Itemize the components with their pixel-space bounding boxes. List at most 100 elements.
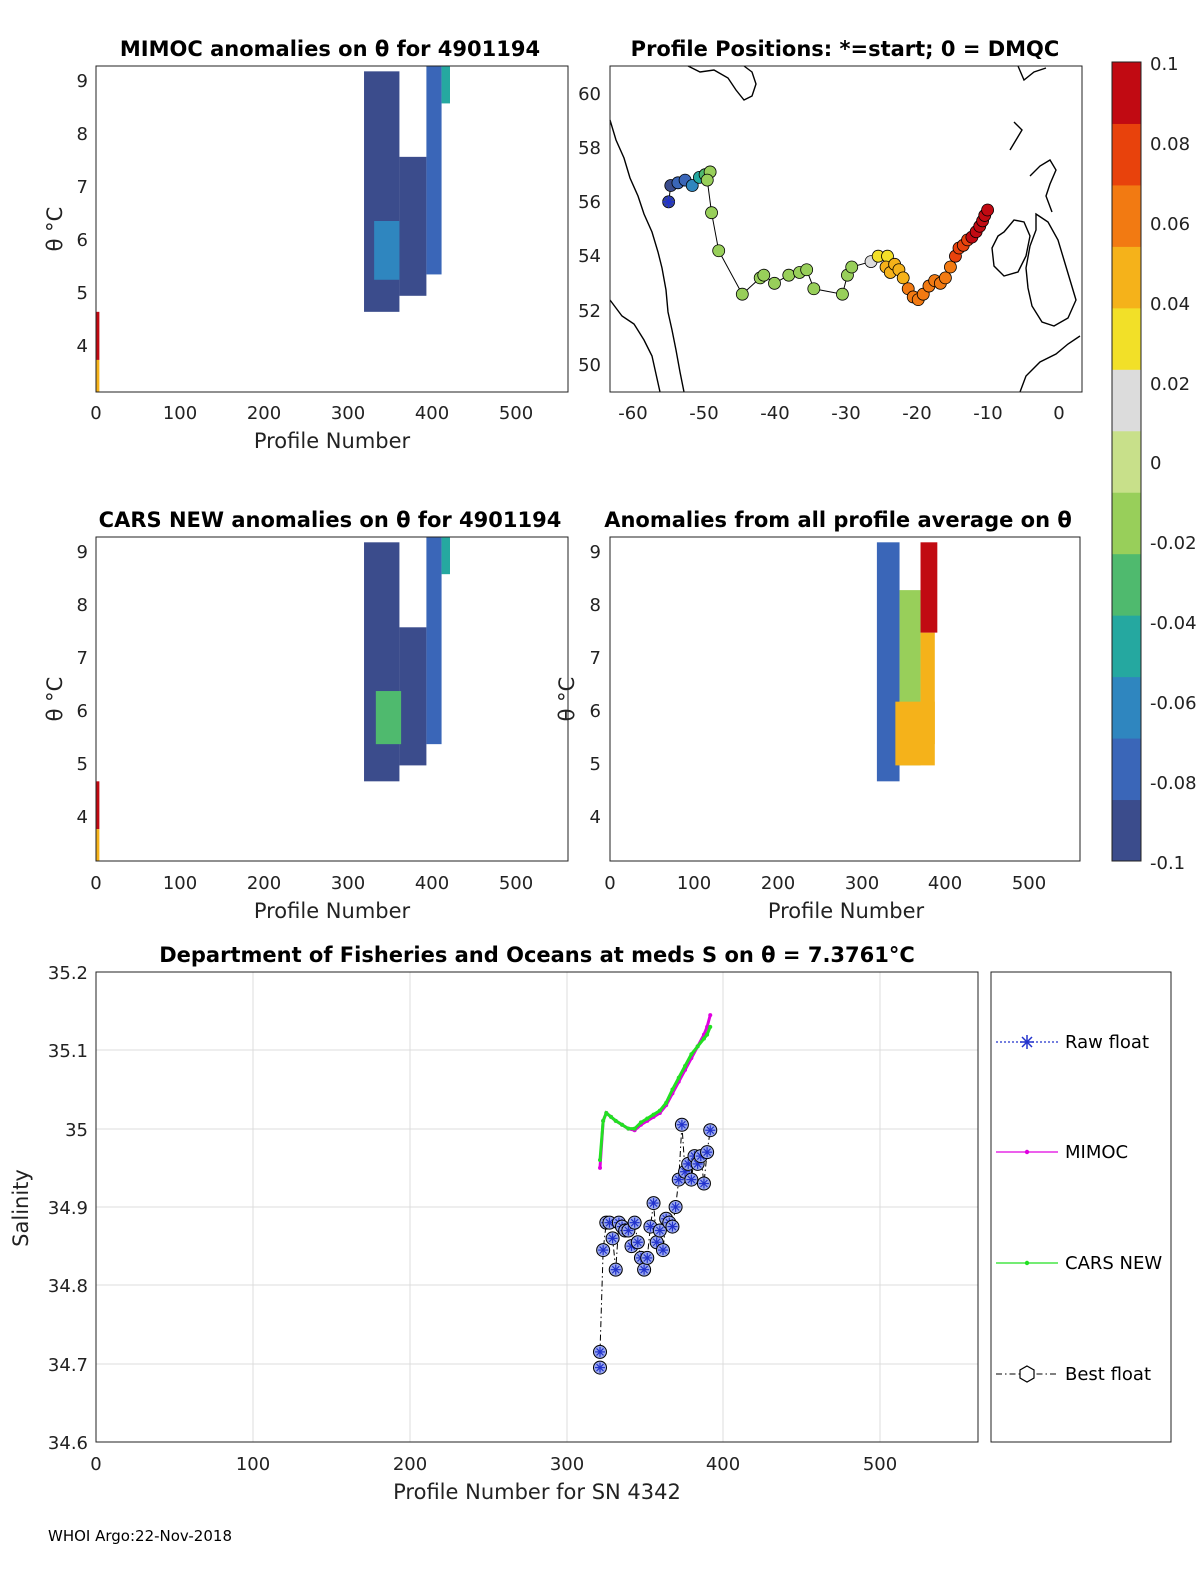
heatmap-cell (426, 537, 442, 745)
colorbar-band (1112, 123, 1141, 186)
coastline-map (609, 65, 1081, 393)
x-tick: 300 (550, 1454, 584, 1475)
heatmap-cell (399, 627, 427, 766)
x-tick: 0 (90, 873, 101, 894)
best-float-marker (668, 1200, 683, 1214)
salinity-grid (96, 972, 978, 1442)
colorbar-tick: 0.1 (1150, 54, 1179, 75)
legend-label: CARS NEW (1065, 1253, 1162, 1274)
salinity-series (593, 1013, 718, 1375)
y-tick: 9 (77, 71, 88, 92)
y-tick: 7 (590, 648, 601, 669)
mimoc-panel: MIMOC anomalies on θ for 4901194 0 100 2… (43, 37, 569, 453)
colorbar-tick: 0.02 (1150, 374, 1190, 395)
salinity-title: Department of Fisheries and Oceans at me… (159, 943, 915, 967)
footer-credit: WHOI Argo:22-Nov-2018 (48, 1527, 232, 1545)
best-float-marker (637, 1262, 652, 1277)
heatmap-cell (96, 359, 100, 392)
scotland-coast (1029, 159, 1057, 213)
best-float-marker (646, 1196, 661, 1211)
x-tick: 400 (415, 403, 449, 424)
x-tick: 300 (331, 403, 365, 424)
colorbar-band (1112, 492, 1141, 555)
series-point (601, 1118, 606, 1123)
y-tick: 8 (590, 595, 601, 616)
heatmap-cell (895, 701, 935, 766)
colorbar-ticks: 0.1 0.08 0.06 0.04 0.02 0 -0.02 -0.04 -0… (1150, 54, 1197, 874)
allavg-xticks: 0 100 200 300 400 500 (604, 873, 1046, 894)
profile-position-marker (939, 271, 952, 285)
x-tick: -20 (902, 403, 931, 424)
heatmap-cell (441, 537, 450, 575)
best-float-marker (627, 1215, 642, 1230)
islands-north (1009, 121, 1023, 151)
profile-position-marker (836, 287, 849, 301)
heatmap-cell (876, 542, 900, 782)
salinity-yticks: 34.6 34.7 34.8 34.9 35 35.1 35.2 (48, 963, 88, 1454)
allavg-title: Anomalies from all profile average on θ (604, 508, 1072, 532)
series-point (626, 1126, 631, 1131)
allavg-ylabel: θ °C (555, 677, 579, 722)
greenland-tip (687, 65, 757, 101)
mimoc-title: MIMOC anomalies on θ for 4901194 (120, 37, 540, 61)
legend-label: Best float (1065, 1364, 1151, 1385)
series-point (664, 1100, 669, 1105)
x-tick: 100 (677, 873, 711, 894)
colorbar-frame (1111, 61, 1142, 862)
best-float-marker (605, 1231, 620, 1246)
colorbar-tick: 0 (1150, 453, 1161, 474)
hexagon-icon (1019, 1365, 1035, 1383)
y-tick: 60 (578, 84, 601, 105)
y-tick: 4 (590, 807, 601, 828)
x-tick: 400 (928, 873, 962, 894)
cars-panel: CARS NEW anomalies on θ for 4901194 0 10… (43, 508, 569, 923)
heatmap-cell (96, 829, 100, 861)
legend-entry-mimoc: MIMOC (996, 1142, 1128, 1163)
y-tick: 6 (77, 701, 88, 722)
y-tick: 50 (578, 355, 601, 376)
salinity-axes (95, 971, 979, 1443)
salinity-xticks: 0 100 200 300 400 500 (90, 1454, 897, 1475)
best-float-marker (684, 1172, 699, 1187)
series-point (689, 1052, 694, 1057)
profile-position-marker (896, 271, 910, 285)
positions-title: Profile Positions: *=start; 0 = DMQC (631, 37, 1060, 61)
series-point (705, 1032, 710, 1037)
mimoc-heatmap (96, 66, 450, 392)
profile-position-marker (807, 282, 821, 296)
mimoc-yticks: 4 5 6 7 8 9 (77, 71, 88, 357)
series-point (657, 1108, 662, 1113)
cars-title: CARS NEW anomalies on θ for 4901194 (99, 508, 562, 532)
series-point (676, 1075, 681, 1080)
series-point (638, 1120, 643, 1125)
series-point (651, 1112, 656, 1117)
salinity-legend: Raw float MIMOC CARS NEW Best float (990, 971, 1172, 1443)
colorbar-tick: 0.08 (1150, 134, 1190, 155)
x-tick: 500 (1012, 873, 1046, 894)
series-point (705, 1024, 710, 1029)
y-tick: 6 (77, 230, 88, 251)
y-tick: 8 (77, 124, 88, 145)
cars-ylabel: θ °C (43, 677, 67, 722)
x-tick: 0 (604, 873, 615, 894)
series-point (604, 1111, 609, 1115)
y-tick: 34.7 (48, 1355, 88, 1376)
series-point (598, 1165, 602, 1170)
colorbar-band (1112, 676, 1141, 739)
series-point (708, 1013, 713, 1018)
x-tick: 400 (415, 873, 449, 894)
y-tick: 4 (77, 807, 88, 828)
x-tick: 200 (761, 873, 795, 894)
allavg-panel: Anomalies from all profile average on θ … (555, 508, 1081, 923)
profile-position-marker (705, 206, 718, 220)
y-tick: 34.8 (48, 1276, 88, 1297)
colorbar-band (1112, 615, 1141, 678)
mimoc-xticks: 0 100 200 300 400 500 (90, 403, 533, 424)
x-tick: 100 (163, 873, 197, 894)
dot-icon (1024, 1260, 1030, 1266)
y-tick: 52 (578, 301, 601, 322)
colorbar: 0.1 0.08 0.06 0.04 0.02 0 -0.02 -0.04 -0… (1111, 54, 1197, 874)
y-tick: 7 (77, 648, 88, 669)
series-point (670, 1087, 675, 1092)
